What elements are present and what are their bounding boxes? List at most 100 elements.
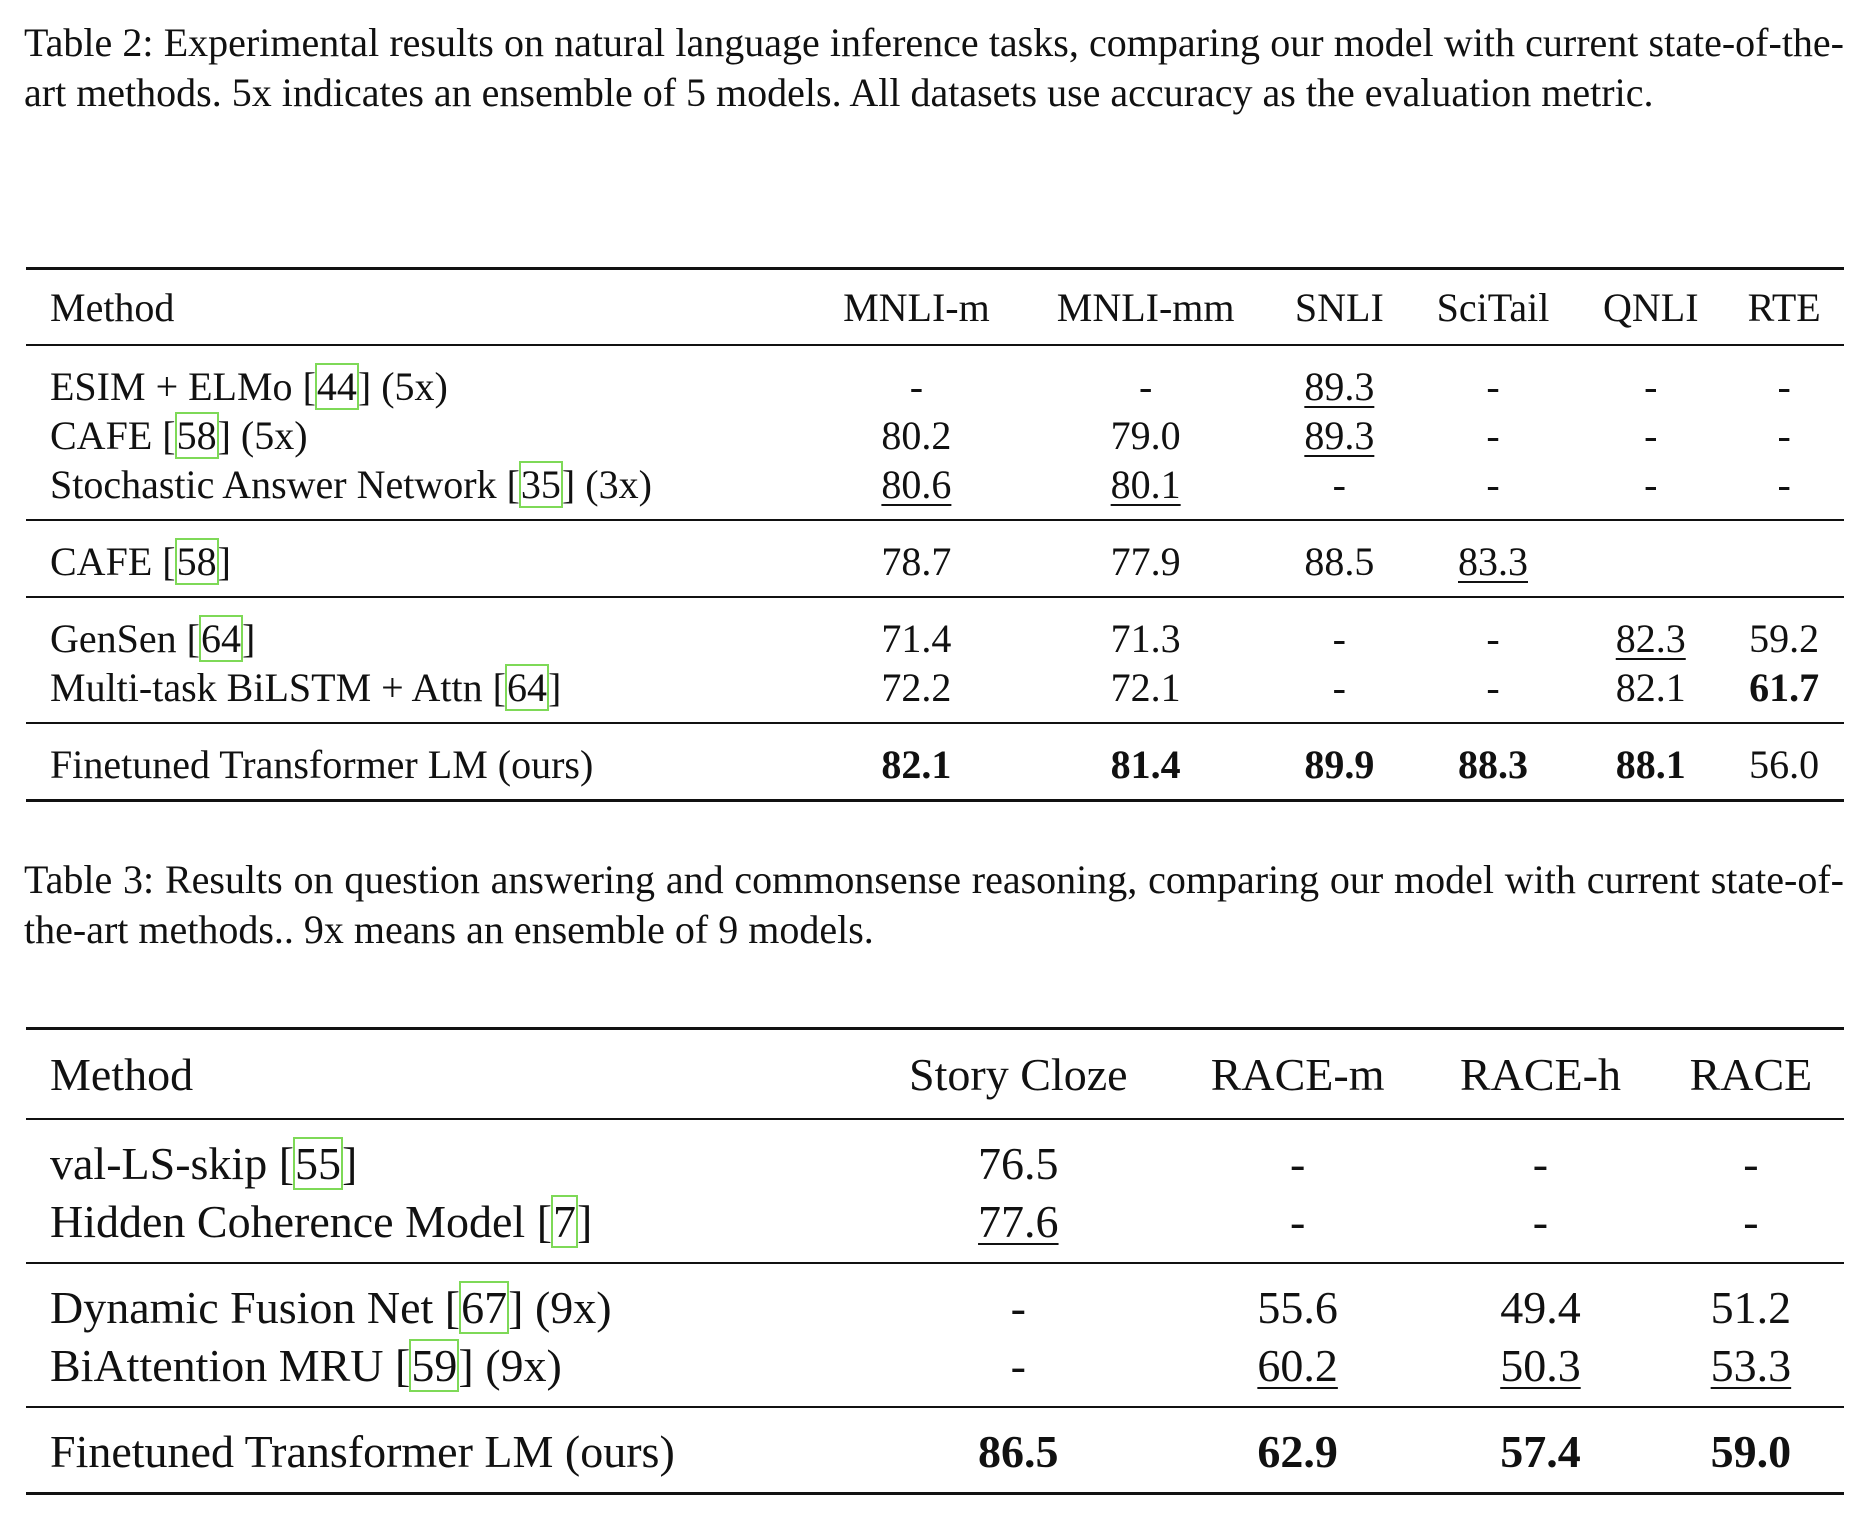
score-cell: 83.3 xyxy=(1408,519,1578,597)
method-cell: ESIM + ELMo [44] (5x) xyxy=(50,363,448,410)
score-value: - xyxy=(1486,616,1500,661)
score-cell: 49.4 xyxy=(1423,1262,1658,1336)
score-cell: - xyxy=(1658,1119,1844,1192)
score-value: 89.9 xyxy=(1304,742,1375,787)
method-name: ESIM + ELMo xyxy=(50,364,293,409)
method-name: BiAttention MRU xyxy=(50,1339,384,1391)
method-name: val-LS-skip xyxy=(50,1137,268,1189)
table2-caption: Table 2: Experimental results on natural… xyxy=(24,20,1844,115)
method-cell: CAFE [58] (5x) xyxy=(50,412,308,459)
score-value: 62.9 xyxy=(1257,1425,1338,1477)
citation-link[interactable]: 59 xyxy=(409,1338,460,1392)
score-cell: 51.2 xyxy=(1657,1262,1844,1336)
score-value: 82.1 xyxy=(881,742,952,787)
score-value: - xyxy=(1644,413,1658,458)
method-name: CAFE xyxy=(50,539,153,584)
score-value: - xyxy=(1777,462,1791,507)
score-value: 89.3 xyxy=(1304,364,1375,409)
table3-caption: Table 3: Results on question answering a… xyxy=(24,857,1844,952)
header-row: Method Story Cloze RACE-m RACE-h RACE xyxy=(26,1027,1844,1120)
method-cell: Finetuned Transformer LM (ours) xyxy=(26,722,812,802)
score-value: - xyxy=(1777,364,1791,409)
score-cell: 60.2 xyxy=(1172,1336,1423,1407)
score-cell: 50.3 xyxy=(1423,1336,1658,1407)
table3-qa-results: Method Story Cloze RACE-m RACE-h RACE val-LS… xyxy=(26,1027,1844,1495)
score-value: 72.1 xyxy=(1110,665,1181,710)
score-value: - xyxy=(1289,1195,1306,1247)
score-cell xyxy=(1724,519,1844,597)
score-value: 80.1 xyxy=(1110,462,1181,507)
score-cell: 78.7 xyxy=(811,519,1022,597)
method-name: Multi-task BiLSTM + Attn xyxy=(50,665,483,710)
citation-link[interactable]: 64 xyxy=(198,615,243,662)
method-cell: CAFE [58] xyxy=(26,519,812,597)
score-cell: 80.1 xyxy=(1021,460,1269,520)
score-value: 71.3 xyxy=(1110,616,1181,661)
score-value: 59.2 xyxy=(1749,616,1820,661)
table-row: Multi-task BiLSTM + Attn [64] 72.2 72.1 - - 8… xyxy=(26,663,1844,723)
table-row: Finetuned Transformer LM (ours) 86.5 62.9 5… xyxy=(26,1406,1844,1495)
score-cell: - xyxy=(1724,460,1844,520)
citation-link[interactable]: 67 xyxy=(459,1280,510,1334)
score-value: - xyxy=(1486,462,1500,507)
score-value: 77.6 xyxy=(978,1195,1059,1247)
score-cell: 59.2 xyxy=(1724,596,1844,663)
citation-link[interactable]: 35 xyxy=(518,461,563,508)
score-cell: - xyxy=(1577,411,1724,460)
ensemble-label: (9x) xyxy=(534,1281,612,1333)
score-value: - xyxy=(1532,1137,1549,1189)
score-cell: 53.3 xyxy=(1658,1336,1844,1407)
column-header: RACE-m xyxy=(1172,1027,1424,1120)
score-value: 80.2 xyxy=(881,413,952,458)
citation-link[interactable]: 58 xyxy=(174,412,219,459)
table2-header: Method MNLI-m MNLI-mm SNLI SciTail QNLI RTE xyxy=(26,267,1844,346)
score-value: - xyxy=(1010,1339,1026,1391)
score-cell: 89.3 xyxy=(1270,411,1409,460)
score-cell: 80.2 xyxy=(811,411,1021,460)
method-cell: GenSen [64] xyxy=(26,596,812,663)
score-value: 82.3 xyxy=(1615,616,1686,661)
column-header: MNLI-mm xyxy=(1021,267,1270,346)
score-value: 71.4 xyxy=(881,616,952,661)
table-row: GenSen [64] 71.4 71.3 - - 82.3 59.2 xyxy=(26,596,1844,663)
citation-link[interactable]: 44 xyxy=(314,363,359,410)
table-row: CAFE [58] 78.7 77.9 88.5 83.3 xyxy=(26,519,1844,597)
score-cell: - xyxy=(1270,460,1409,520)
score-cell: - xyxy=(1409,663,1577,723)
score-cell: 56.0 xyxy=(1724,722,1844,802)
column-header: QNLI xyxy=(1577,267,1725,346)
score-value: - xyxy=(1486,364,1500,409)
citation-link[interactable]: 55 xyxy=(293,1136,344,1190)
score-value: 57.4 xyxy=(1500,1425,1581,1477)
method-name: Dynamic Fusion Net xyxy=(50,1281,434,1333)
score-value: - xyxy=(1010,1281,1026,1333)
table-row: val-LS-skip [55] 76.5 - - - xyxy=(26,1119,1844,1192)
citation-link[interactable]: 64 xyxy=(504,664,549,711)
score-value: 88.5 xyxy=(1304,539,1375,584)
score-value: - xyxy=(1332,665,1346,710)
score-value: 88.3 xyxy=(1458,742,1528,787)
method-name: Finetuned Transformer LM (ours) xyxy=(50,1425,675,1477)
method-name: Hidden Coherence Model xyxy=(50,1195,526,1247)
column-header-method: Method xyxy=(26,267,812,346)
score-cell: 88.1 xyxy=(1577,722,1725,802)
score-value: - xyxy=(1138,364,1153,409)
score-value: 56.0 xyxy=(1749,742,1820,787)
citation-link[interactable]: 58 xyxy=(174,538,219,585)
method-cell: val-LS-skip [55] xyxy=(50,1136,358,1190)
score-value: 72.2 xyxy=(881,665,952,710)
score-value: 53.3 xyxy=(1710,1339,1792,1391)
score-cell: - xyxy=(1270,663,1409,723)
score-value: 60.2 xyxy=(1257,1339,1338,1391)
ensemble-label: (3x) xyxy=(585,462,652,507)
score-cell: 86.5 xyxy=(864,1406,1173,1495)
table-row: CAFE [58] (5x) 80.2 79.0 89.3 - - - xyxy=(26,411,1844,460)
score-value: 55.6 xyxy=(1257,1281,1338,1333)
score-cell: 88.3 xyxy=(1408,722,1578,802)
score-value: - xyxy=(1486,413,1500,458)
score-cell: 61.7 xyxy=(1724,663,1844,723)
method-cell: Finetuned Transformer LM (ours) xyxy=(26,1406,865,1495)
method-cell: Hidden Coherence Model [7] xyxy=(50,1194,593,1248)
citation-link[interactable]: 7 xyxy=(551,1194,579,1248)
table-row: Hidden Coherence Model [7] 77.6 - - - xyxy=(26,1192,1844,1263)
